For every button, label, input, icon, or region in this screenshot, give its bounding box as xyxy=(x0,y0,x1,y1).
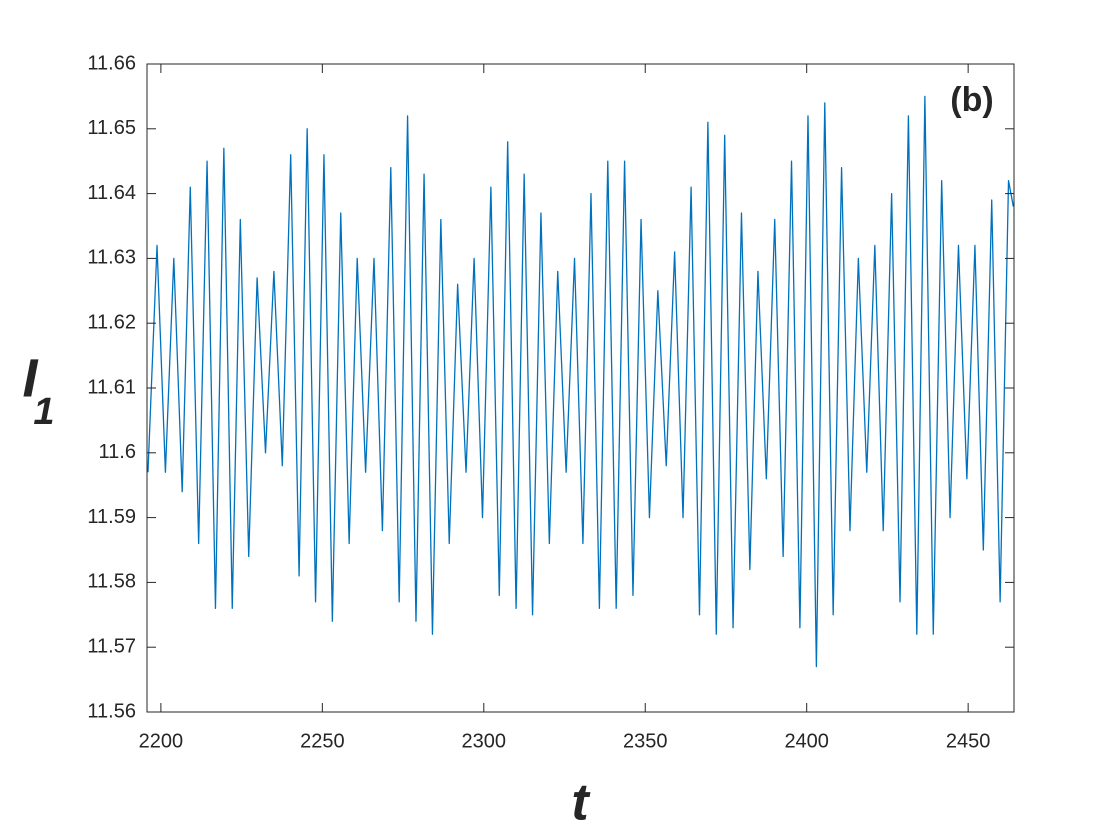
y-tick-label: 11.6 xyxy=(99,441,136,463)
y-axis-label: I xyxy=(22,348,38,408)
x-tick-label: 2250 xyxy=(300,730,345,752)
y-tick-label: 11.65 xyxy=(87,117,136,139)
y-tick-label: 11.66 xyxy=(87,52,136,74)
y-tick-label: 11.62 xyxy=(87,311,136,333)
x-tick-label: 2300 xyxy=(462,730,507,752)
y-tick-label: 11.61 xyxy=(87,376,136,398)
y-tick-label: 11.58 xyxy=(87,571,136,593)
x-tick-label: 2450 xyxy=(946,730,991,752)
data-line xyxy=(147,95,1014,668)
x-tick-label: 2200 xyxy=(139,730,184,752)
y-tick-label: 11.63 xyxy=(87,247,136,269)
y-axis-label-subscript: 1 xyxy=(33,391,54,433)
x-tick-label: 2400 xyxy=(784,730,829,752)
panel-label: (b) xyxy=(950,81,993,119)
y-tick-label: 11.57 xyxy=(87,635,136,657)
y-tick-label: 11.56 xyxy=(87,700,136,722)
x-axis-label: t xyxy=(571,774,591,832)
plot-area xyxy=(147,64,1014,712)
y-tick-label: 11.64 xyxy=(87,182,136,204)
y-tick-label: 11.59 xyxy=(87,506,136,528)
x-tick-label: 2350 xyxy=(623,730,668,752)
